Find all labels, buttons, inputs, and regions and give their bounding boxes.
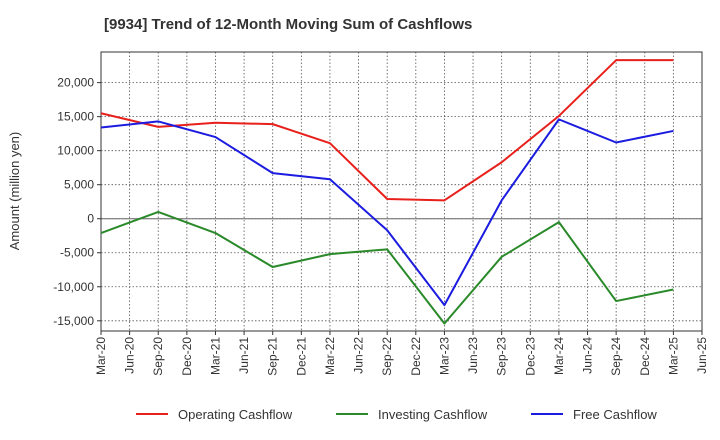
x-tick-label: Sep-23 [495,337,509,376]
x-tick-label: Sep-20 [151,337,165,376]
x-tick-label: Jun-20 [123,337,137,374]
x-tick-label: Mar-24 [552,337,566,375]
x-tick-label: Sep-21 [266,337,280,376]
x-tick-label: Mar-20 [94,337,108,375]
x-tick-label: Jun-22 [352,337,366,374]
x-tick-label: Jun-25 [695,337,709,374]
y-tick-label: -10,000 [53,280,94,294]
x-tick-label: Dec-24 [638,337,652,376]
chart-title: [9934] Trend of 12-Month Moving Sum of C… [104,16,472,33]
x-tick-label: Dec-23 [523,337,537,376]
x-tick-label: Sep-24 [609,337,623,376]
series-line-free-cashflow [100,118,674,307]
y-axis-ticks: -15,000 -10,000 -5,000 0 5,000 10,000 15,000 20… [53,76,101,328]
x-tick-label: Mar-22 [323,337,337,375]
x-tick-label: Sep-22 [380,337,394,376]
x-tick-label: Jun-24 [581,337,595,374]
series-layer [100,59,674,325]
x-tick-label: Mar-21 [208,337,222,375]
legend-label: Free Cashflow [573,407,657,422]
y-tick-label: 0 [87,212,94,226]
x-tick-label: Mar-25 [666,337,680,375]
x-tick-label: Dec-20 [180,337,194,376]
y-tick-label: 20,000 [57,76,94,90]
plot-frame [100,51,703,332]
x-tick-label: Jun-23 [466,337,480,374]
y-tick-label: 5,000 [64,178,94,192]
series-line-operating-cashflow [100,59,674,202]
x-tick-label: Jun-21 [237,337,251,374]
y-axis-label: Amount (million yen) [7,132,22,251]
legend-label: Investing Cashflow [378,407,488,422]
x-tick-label: Dec-21 [294,337,308,376]
legend: Operating Cashflow Investing Cashflow Free… [136,407,657,422]
x-axis-ticks: Mar-20 Jun-20 Sep-20 Dec-20 Mar-21 Jun-21 Sep-… [94,331,709,376]
y-tick-label: -5,000 [60,246,94,260]
plot-grid [100,52,703,331]
y-tick-label: 10,000 [57,144,94,158]
y-tick-label: 15,000 [57,110,94,124]
x-tick-label: Dec-22 [409,337,423,376]
legend-label: Operating Cashflow [178,407,293,422]
plot-border [100,51,703,332]
series-line-investing-cashflow [100,210,674,325]
x-tick-label: Mar-23 [437,337,451,375]
y-tick-label: -15,000 [53,314,94,328]
